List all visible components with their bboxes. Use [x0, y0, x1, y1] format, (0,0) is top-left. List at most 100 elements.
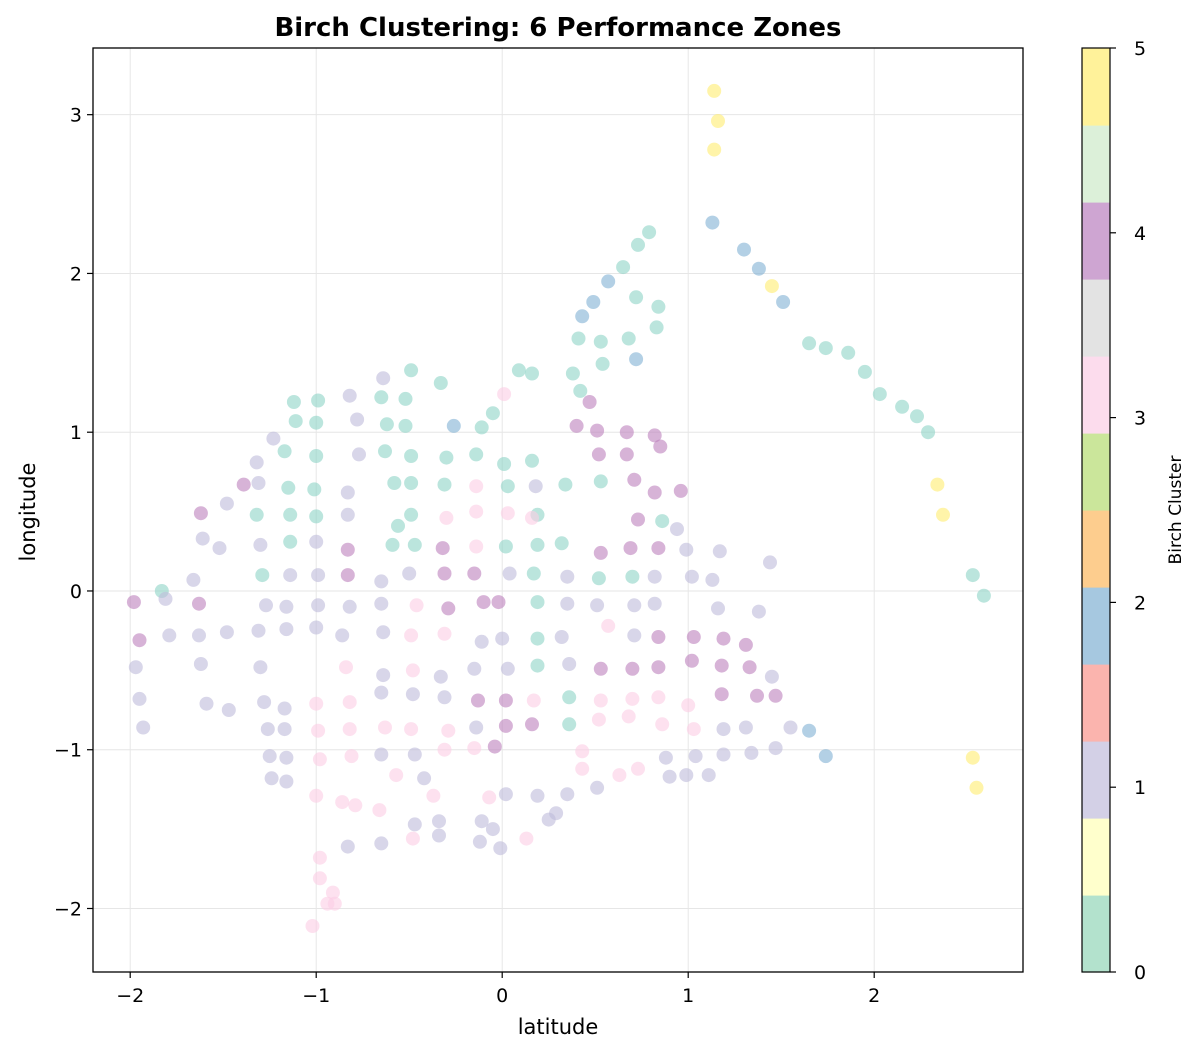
scatter-point-cluster-0 [530, 631, 545, 646]
scatter-point-cluster-3 [686, 722, 701, 737]
scatter-point-cluster-1 [279, 750, 294, 765]
scatter-point-cluster-4 [435, 541, 450, 556]
scatter-point-cluster-1 [670, 522, 684, 537]
scatter-point-cluster-1 [701, 768, 716, 783]
scatter-point-cluster-1 [186, 572, 201, 587]
scatter-point-cluster-4 [591, 447, 606, 462]
scatter-point-cluster-0 [526, 566, 541, 581]
scatter-point-cluster-4 [684, 653, 699, 668]
scatter-point-cluster-0 [910, 409, 924, 424]
scatter-point-cluster-3 [405, 663, 420, 678]
scatter-point-cluster-2 [601, 274, 616, 289]
scatter-point-cluster-5 [930, 477, 945, 492]
scatter-point-cluster-1 [251, 476, 266, 490]
scatter-point-cluster-4 [590, 423, 605, 438]
scatter-point-cluster-1 [716, 747, 731, 762]
scatter-point-cluster-1 [432, 828, 446, 843]
y-tick-label: −2 [54, 898, 82, 920]
scatter-point-cluster-0 [277, 444, 292, 459]
scatter-point-cluster-1 [193, 657, 208, 671]
scatter-point-cluster-0 [802, 336, 817, 351]
scatter-point-cluster-3 [309, 788, 324, 803]
scatter-point-cluster-1 [219, 625, 234, 640]
scatter-point-cluster-1 [253, 537, 268, 552]
scatter-points [126, 83, 991, 933]
scatter-point-cluster-2 [818, 749, 833, 764]
scatter-point-cluster-0 [309, 509, 324, 524]
scatter-point-cluster-1 [402, 566, 417, 581]
scatter-point-cluster-0 [387, 476, 402, 490]
colorbar-frame [1081, 47, 1111, 973]
scatter-point-cluster-1 [374, 596, 389, 611]
scatter-point-cluster-1 [560, 596, 575, 611]
scatter-point-cluster-2 [802, 723, 817, 738]
scatter-point-cluster-1 [219, 496, 234, 511]
colorbar-band [1082, 587, 1110, 665]
scatter-point-cluster-3 [469, 504, 484, 519]
colorbar-band [1082, 125, 1110, 203]
scatter-point-cluster-1 [627, 628, 642, 643]
scatter-point-cluster-3 [305, 919, 320, 933]
x-axis-ticks: −2 −1 0 1 2 [116, 972, 880, 1007]
scatter-point-cluster-1 [472, 834, 487, 849]
scatter-point-cluster-0 [500, 479, 515, 494]
scatter-point-cluster-1 [199, 696, 214, 711]
scatter-point-cluster-2 [575, 309, 590, 324]
colorbar: 0 1 2 3 4 5 [1081, 38, 1146, 984]
scatter-point-cluster-4 [750, 688, 764, 703]
scatter-point-cluster-3 [519, 831, 534, 846]
scatter-point-cluster-1 [132, 691, 147, 706]
scatter-point-cluster-5 [969, 780, 984, 795]
colorbar-band [1082, 818, 1110, 896]
scatter-point-cluster-0 [283, 507, 298, 522]
colorbar-band [1082, 202, 1110, 280]
scatter-point-cluster-3 [612, 768, 627, 783]
scatter-point-cluster-5 [965, 750, 980, 765]
scatter-point-cluster-3 [389, 768, 404, 783]
scatter-point-cluster-0 [511, 363, 526, 378]
scatter-point-cluster-0 [649, 320, 664, 335]
scatter-point-cluster-1 [277, 722, 292, 737]
scatter-point-cluster-4 [653, 439, 668, 454]
scatter-point-cluster-3 [437, 742, 452, 757]
scatter-point-cluster-1 [705, 572, 720, 587]
scatter-point-cluster-1 [560, 569, 575, 584]
scatter-point-cluster-1 [136, 720, 151, 735]
scatter-point-cluster-3 [575, 744, 590, 759]
scatter-point-cluster-0 [530, 595, 545, 610]
scatter-point-cluster-0 [309, 415, 324, 430]
scatter-point-cluster-0 [573, 383, 588, 398]
scatter-point-cluster-0 [562, 690, 577, 705]
scatter-point-cluster-4 [619, 425, 634, 440]
scatter-point-cluster-1 [647, 569, 662, 584]
colorbar-label: Birch Cluster [1166, 456, 1186, 565]
scatter-point-cluster-5 [711, 114, 725, 128]
scatter-point-cluster-1 [260, 722, 275, 737]
scatter-point-cluster-1 [342, 599, 357, 614]
scatter-point-cluster-1 [405, 687, 420, 702]
scatter-point-cluster-3 [441, 723, 456, 738]
y-tick-label: 0 [70, 581, 82, 603]
scatter-point-cluster-3 [525, 510, 539, 525]
scatter-point-cluster-0 [391, 518, 405, 533]
colorbar-band [1082, 356, 1110, 434]
x-tick-label: −2 [116, 985, 144, 1007]
scatter-point-cluster-0 [595, 356, 610, 371]
scatter-point-cluster-5 [936, 507, 950, 522]
scatter-point-cluster-1 [716, 722, 731, 737]
scatter-point-cluster-3 [342, 722, 357, 737]
scatter-point-cluster-0 [404, 476, 419, 490]
scatter-point-cluster-0 [525, 366, 539, 381]
scatter-point-cluster-4 [631, 512, 645, 527]
scatter-point-cluster-3 [405, 831, 420, 846]
scatter-point-cluster-4 [498, 693, 513, 708]
scatter-point-cluster-1 [309, 620, 324, 635]
scatter-point-cluster-0 [565, 366, 580, 381]
scatter-point-cluster-0 [593, 334, 608, 349]
scatter-point-cluster-4 [714, 658, 729, 673]
scatter-point-cluster-5 [764, 279, 779, 294]
colorbar-band [1082, 279, 1110, 357]
scatter-point-cluster-0 [433, 376, 448, 390]
scatter-point-cluster-1 [266, 431, 281, 446]
scatter-point-cluster-1 [309, 534, 324, 549]
